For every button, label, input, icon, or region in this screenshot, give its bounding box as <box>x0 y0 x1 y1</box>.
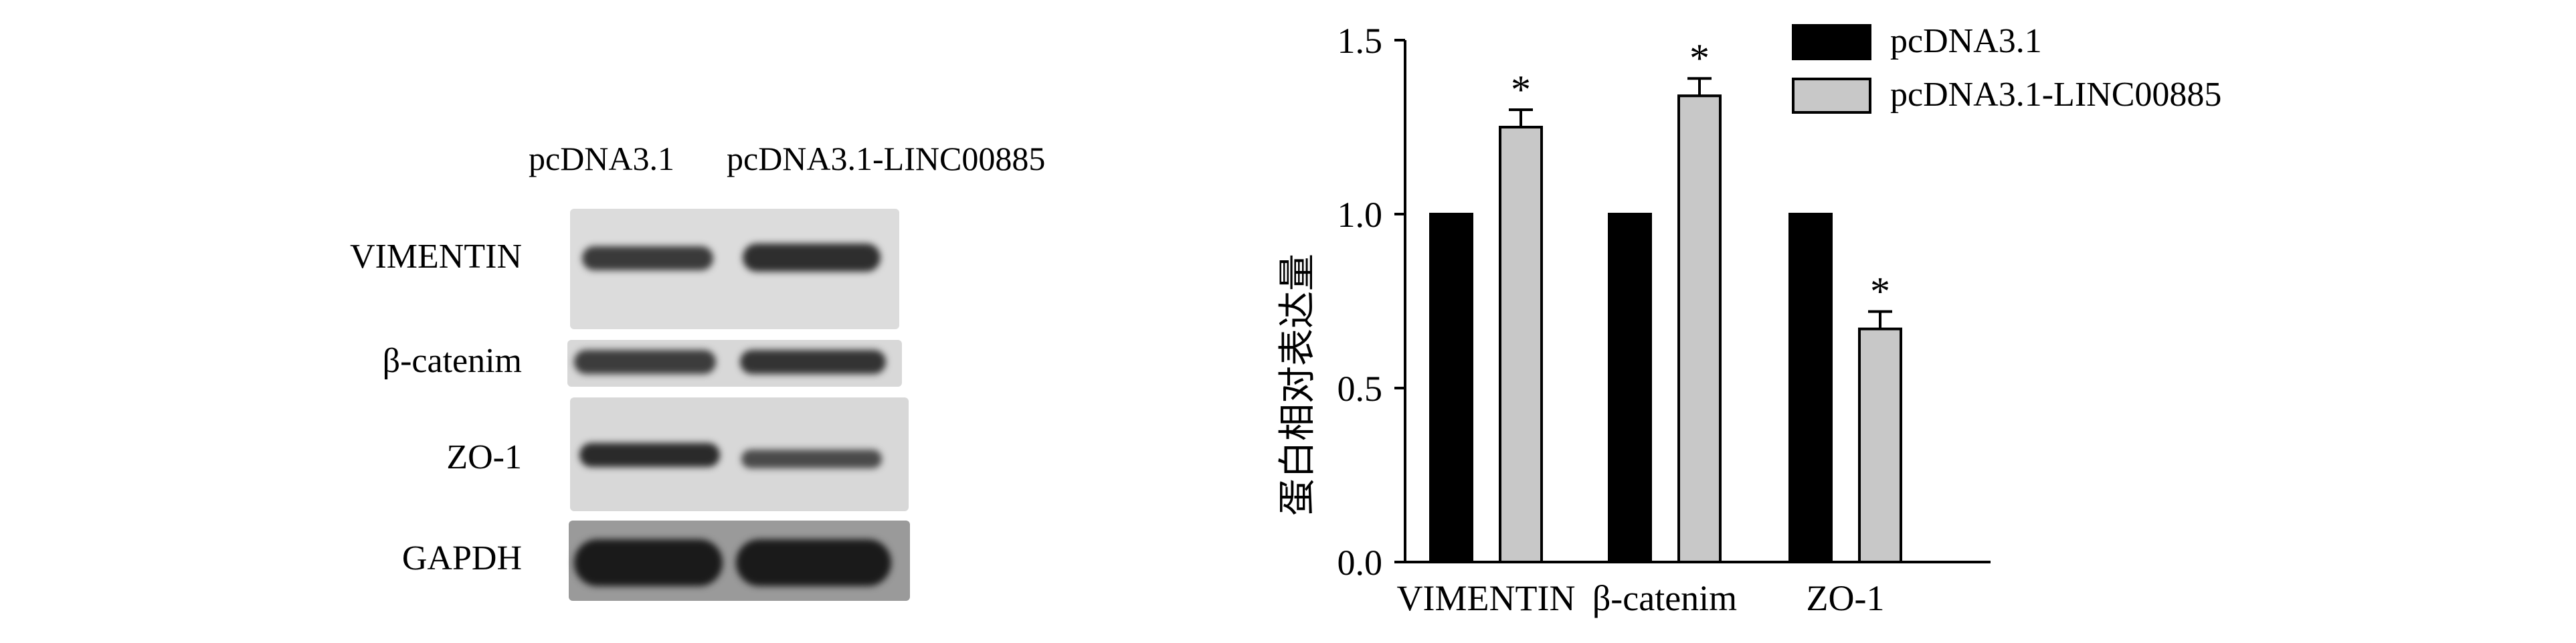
x-tick-label-0: VIMENTIN <box>1397 578 1576 618</box>
bar-2-0 <box>1788 213 1833 563</box>
y-tick-label-3: 1.5 <box>1338 21 1383 61</box>
chart-significance-marks: * * * <box>1511 36 1890 313</box>
row-label-beta-catenim: β-catenim <box>382 342 522 380</box>
blot-band-vimentin-treatment <box>743 244 881 272</box>
legend-swatch-1 <box>1792 78 1871 114</box>
x-tick-label-1: β-catenim <box>1592 578 1737 618</box>
row-label-vimentin: VIMENTIN <box>349 238 522 276</box>
bar-2-1 <box>1858 327 1902 563</box>
x-tick-label-2: ZO-1 <box>1807 578 1885 618</box>
y-tick-label-2: 1.0 <box>1338 195 1383 235</box>
blot-band-gapdh-control <box>574 539 723 586</box>
blot-band-zo1-control <box>579 443 720 467</box>
row-label-zo1: ZO-1 <box>446 438 522 476</box>
bar-1-0 <box>1608 213 1652 563</box>
chart-y-tick-labels: 0.0 0.5 1.0 1.5 <box>1338 21 1383 583</box>
chart-error-bars <box>1509 77 1892 329</box>
blot-band-vimentin-control <box>582 246 713 270</box>
legend-swatch-0 <box>1792 24 1871 60</box>
blot-band-zo1-treatment <box>741 450 882 468</box>
bar-0-1 <box>1499 126 1543 563</box>
bar-0-0 <box>1429 213 1473 563</box>
bar-1-1 <box>1677 94 1722 563</box>
blot-band-gapdh-treatment <box>736 539 891 586</box>
significance-mark-1: * <box>1689 36 1710 80</box>
y-tick-label-0: 0.0 <box>1338 543 1383 583</box>
lane-label-control: pcDNA3.1 <box>529 140 675 177</box>
blot-band-beta-catenim-treatment <box>740 350 886 374</box>
y-axis-label: 蛋白相对表达量 <box>1277 254 1319 516</box>
chart-bars <box>1429 94 1902 563</box>
lane-label-treatment: pcDNA3.1-LINC00885 <box>727 140 1046 177</box>
y-tick-label-1: 0.5 <box>1338 369 1383 409</box>
legend-label-0: pcDNA3.1 <box>1890 22 2042 60</box>
chart-x-tick-labels: VIMENTIN β-catenim ZO-1 <box>1397 578 1885 618</box>
row-label-gapdh: GAPDH <box>401 539 522 577</box>
chart-legend: pcDNA3.1 pcDNA3.1-LINC00885 <box>1792 22 2221 114</box>
blot-band-beta-catenim-control <box>574 350 716 374</box>
significance-mark-2: * <box>1870 270 1890 314</box>
legend-label-1: pcDNA3.1-LINC00885 <box>1890 76 2221 114</box>
significance-mark-0: * <box>1511 68 1531 112</box>
